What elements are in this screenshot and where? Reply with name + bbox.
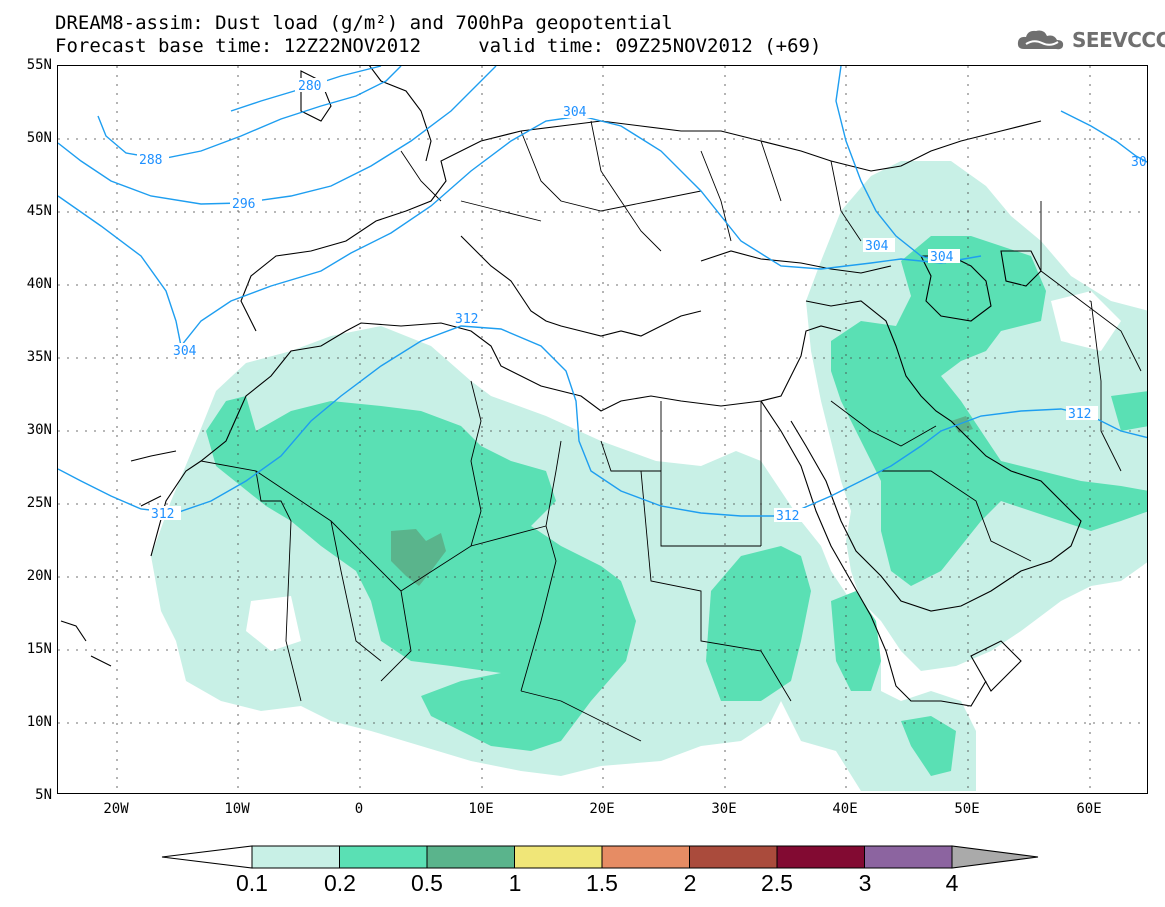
contour-label-312-west: 312 [151, 507, 174, 522]
lon-label-50e: 50E [954, 801, 980, 817]
colorbar-label-3: 1 [508, 870, 522, 896]
colorbar-label-0: 0.1 [236, 870, 268, 896]
lat-label-15n: 15N [26, 641, 52, 657]
lon-label-30e: 30E [711, 801, 737, 817]
colorbar-label-2: 0.5 [411, 870, 443, 896]
geopotential-contours [58, 66, 1147, 517]
contour-label-312-north: 312 [455, 312, 478, 327]
contour-304 [835, 66, 947, 264]
contour-label-288: 288 [139, 153, 162, 168]
lon-label-60e: 60E [1076, 801, 1102, 817]
contour-label-304-caspian: 304 [930, 250, 954, 265]
dust-max-gulf [951, 416, 973, 433]
lon-label-10e: 10E [468, 801, 494, 817]
colorbar-bin-4 [601, 845, 690, 869]
contour-label-304-caucasus: 304 [865, 239, 889, 254]
cloud-icon [1017, 30, 1064, 50]
lat-label-55n: 55N [26, 57, 52, 73]
colorbar-bin-6 [776, 845, 865, 869]
contour-288 [97, 66, 402, 160]
contour-label-280: 280 [298, 79, 321, 94]
colorbar-bin-5 [689, 845, 778, 869]
colorbar-label-6: 2.5 [761, 870, 793, 896]
forecast-time-line: Forecast base time: 12Z22NOV2012 valid t… [55, 35, 822, 57]
map-canvas: 280 288 296 304 312 312 312 312 304 304 … [58, 66, 1147, 793]
colorbar-bin-3 [514, 845, 603, 869]
country-borders [200, 120, 1142, 742]
lat-label-50n: 50N [26, 130, 52, 146]
colorbar [161, 845, 1039, 869]
coastlines [60, 66, 1082, 707]
lat-label-10n: 10N [26, 714, 52, 730]
contour-label-30-edge: 30 [1131, 155, 1147, 170]
seevccc-logo: SEEVCCC [1016, 27, 1165, 53]
lat-label-40n: 40N [26, 276, 52, 292]
lon-label-10w: 10W [224, 801, 250, 817]
contour-296 [58, 115, 982, 348]
lat-label-20n: 20N [26, 568, 52, 584]
dust-core-arabia [831, 236, 1147, 586]
map-title: DREAM8-assim: Dust load (g/m²) and 700hP… [55, 12, 673, 34]
lon-label-0: 0 [354, 801, 364, 817]
contour-label-296: 296 [232, 197, 255, 212]
contour-label-312-east: 312 [1068, 407, 1091, 422]
graticule [58, 66, 1147, 793]
contour-label-304-europe: 304 [563, 105, 587, 120]
dust-load-map: 280 288 296 304 312 312 312 312 304 304 … [57, 65, 1148, 794]
contour-312 [58, 325, 1147, 517]
dust-core-sudan [706, 546, 811, 701]
colorbar-label-1: 0.2 [324, 870, 356, 896]
lat-label-25n: 25N [26, 495, 52, 511]
dust-core-red-sea [831, 591, 881, 691]
colorbar-low-arrow [161, 845, 253, 869]
colorbar-bin-1 [339, 845, 428, 869]
lat-label-45n: 45N [26, 203, 52, 219]
contour-label-304-west: 304 [173, 344, 197, 359]
dust-shading-dark [391, 416, 973, 586]
colorbar-bin-0 [251, 845, 340, 869]
contour-288b [58, 66, 497, 205]
colorbar-label-4: 1.5 [586, 870, 618, 896]
lat-label-5n: 5N [35, 787, 52, 803]
lat-label-30n: 30N [26, 422, 52, 438]
colorbar-bin-2 [426, 845, 515, 869]
lat-label-35n: 35N [26, 349, 52, 365]
contour-label-312-south: 312 [776, 509, 799, 524]
dust-core-horn [901, 716, 956, 776]
colorbar-bin-7 [864, 845, 953, 869]
colorbar-label-5: 2 [683, 870, 697, 896]
contour-30x [1060, 110, 1147, 163]
lon-label-40e: 40E [832, 801, 858, 817]
colorbar-label-8: 4 [945, 870, 959, 896]
colorbar-label-7: 3 [858, 870, 872, 896]
colorbar-high-arrow [951, 845, 1039, 869]
dust-max-hoggar [391, 529, 446, 586]
lon-label-20e: 20E [589, 801, 615, 817]
contour-label-group: 280 288 296 304 312 312 312 312 304 304 … [137, 78, 1147, 524]
lon-label-20w: 20W [103, 801, 129, 817]
